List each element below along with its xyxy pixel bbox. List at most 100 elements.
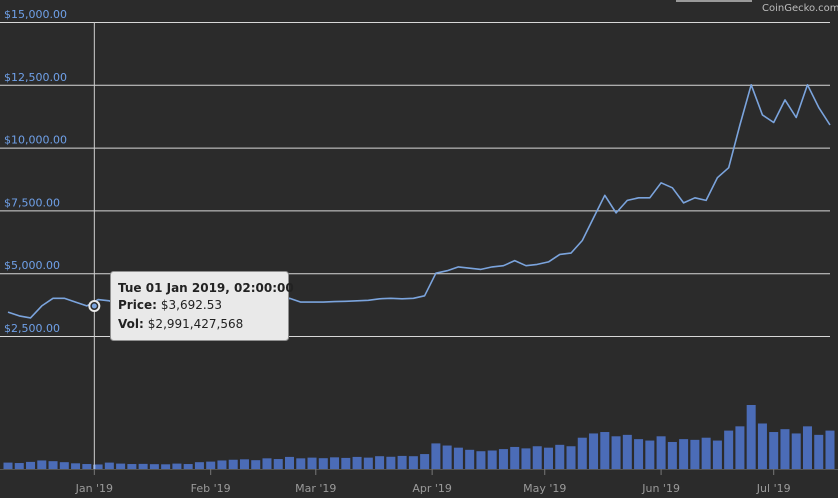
- tooltip-row: Price: $3,692.53: [118, 298, 222, 312]
- volume-bar: [341, 457, 351, 469]
- x-axis: Jan '19 Feb '19 Mar '19 Apr '19 May '19 Jun '…: [0, 469, 838, 495]
- volume-bar: [667, 441, 677, 469]
- volume-bar: [498, 449, 508, 469]
- volume-bar: [521, 448, 531, 469]
- volume-bar: [217, 460, 227, 469]
- x-tick-label: Apr '19: [412, 482, 452, 495]
- volume-bar: [600, 432, 610, 469]
- volume-bar: [814, 434, 824, 469]
- volume-bar: [397, 455, 407, 469]
- volume-bar: [330, 457, 340, 469]
- volume-bar: [116, 463, 126, 469]
- volume-bar: [442, 445, 452, 469]
- volume-bar: [746, 405, 756, 469]
- y-tick-label: $10,000.00: [4, 134, 67, 147]
- tooltip-vol-value: $2,991,427,568: [148, 317, 243, 331]
- volume-bar: [690, 439, 700, 469]
- tooltip-price-value: $3,692.53: [161, 298, 222, 312]
- volume-bar: [780, 429, 790, 469]
- x-tick-label: Jul '19: [756, 482, 791, 495]
- volume-bar: [408, 456, 418, 469]
- volume-bar: [71, 463, 81, 469]
- volume-bar: [239, 459, 249, 469]
- volume-bar: [3, 462, 13, 469]
- y-tick-label: $12,500.00: [4, 71, 67, 84]
- tooltip-layer: Tue 01 Jan 2019, 02:00:00 Price: $3,692.53…: [88, 22, 294, 469]
- volume-bar: [712, 440, 722, 469]
- volume-bar: [375, 456, 385, 469]
- volume-bar: [487, 450, 497, 469]
- volume-bar: [611, 436, 621, 469]
- tooltip-vol-label: Vol:: [118, 317, 144, 331]
- volume-bar: [724, 430, 734, 469]
- x-tick-label: Jun '19: [641, 482, 680, 495]
- volume-bar: [543, 447, 553, 469]
- volume-bar: [26, 461, 36, 469]
- tooltip-date: Tue 01 Jan 2019, 02:00:00: [118, 281, 294, 295]
- volume-bar: [701, 437, 711, 469]
- volume-bar: [48, 461, 58, 469]
- volume-bar: [634, 439, 644, 469]
- volume-bar: [273, 459, 283, 469]
- volume-bar: [82, 464, 92, 469]
- y-tick-label: $7,500.00: [4, 196, 60, 209]
- volume-bar: [825, 430, 835, 469]
- volume-bar: [363, 457, 373, 469]
- y-tick-label: $5,000.00: [4, 259, 60, 272]
- volume-bar: [183, 464, 193, 469]
- x-tick-label: Jan '19: [75, 482, 113, 495]
- volume-bars: [3, 405, 835, 469]
- volume-bar: [386, 456, 396, 469]
- x-tick-label: Mar '19: [295, 482, 336, 495]
- volume-bar: [679, 439, 689, 469]
- volume-bar: [138, 463, 148, 469]
- volume-bar: [194, 462, 204, 469]
- volume-bar: [318, 458, 328, 469]
- volume-bar: [93, 464, 103, 469]
- volume-bar: [431, 443, 441, 469]
- volume-bar: [645, 440, 655, 469]
- x-tick-label: May '19: [523, 482, 566, 495]
- volume-bar: [172, 463, 182, 469]
- volume-bar: [14, 463, 24, 469]
- volume-bar: [285, 456, 295, 469]
- volume-bar: [476, 451, 486, 469]
- volume-bar: [104, 462, 114, 469]
- volume-bar: [757, 423, 767, 469]
- volume-bar: [802, 426, 812, 469]
- volume-bar: [251, 460, 261, 469]
- volume-bar: [510, 446, 520, 469]
- volume-bar: [656, 436, 666, 469]
- tooltip-price-label: Price:: [118, 298, 157, 312]
- tooltip-point-core: [91, 303, 97, 309]
- x-tick-label: Feb '19: [191, 482, 231, 495]
- volume-bar: [577, 437, 587, 469]
- volume-bar: [161, 464, 171, 469]
- grid: $2,500.00 $5,000.00 $7,500.00 $10,000.00 $12…: [0, 8, 830, 337]
- volume-bar: [228, 459, 238, 469]
- volume-bar: [262, 458, 272, 469]
- tooltip-row: Vol: $2,991,427,568: [118, 317, 243, 331]
- tooltip-volume-bar: [93, 464, 96, 469]
- y-tick-label: $2,500.00: [4, 322, 60, 335]
- volume-bar: [453, 447, 463, 469]
- volume-bar: [307, 457, 317, 469]
- volume-bar: [566, 446, 576, 469]
- volume-bar: [37, 460, 47, 469]
- toolbar-edge: [676, 0, 752, 2]
- volume-bar: [420, 454, 430, 469]
- y-tick-label: $15,000.00: [4, 8, 67, 21]
- volume-bar: [555, 444, 565, 469]
- volume-bar: [59, 462, 69, 469]
- volume-bar: [589, 433, 599, 469]
- volume-bar: [532, 446, 542, 469]
- volume-bar: [769, 432, 779, 469]
- volume-bar: [735, 426, 745, 469]
- tooltip-box: [110, 271, 289, 341]
- volume-bar: [296, 458, 306, 469]
- volume-bar: [791, 433, 801, 469]
- credit: CoinGecko.com: [762, 3, 838, 14]
- volume-bar: [206, 461, 216, 469]
